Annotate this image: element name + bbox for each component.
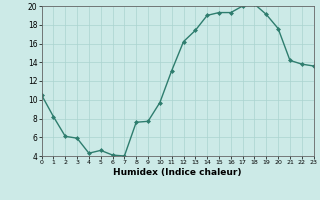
X-axis label: Humidex (Indice chaleur): Humidex (Indice chaleur) [113,168,242,177]
